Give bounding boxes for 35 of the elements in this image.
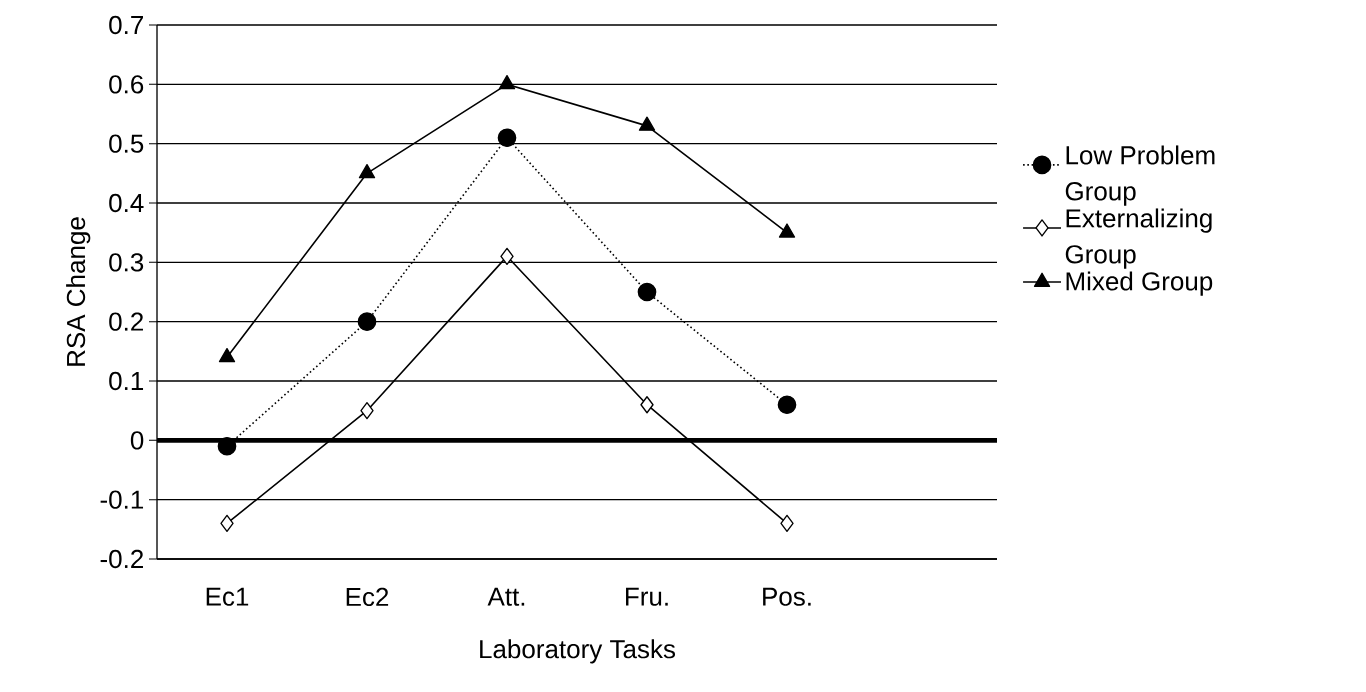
legend-label: Externalizing Group [1065, 208, 1212, 269]
x-tick-label: Fru. [626, 587, 668, 606]
legend-label: Low Problem Group [1065, 145, 1215, 206]
y-tick-label: 0.1 [109, 371, 144, 391]
point [360, 402, 374, 420]
point [637, 282, 657, 302]
y-tick-label: -0.1 [100, 490, 144, 509]
point [500, 247, 514, 266]
y-tick-label: 0.2 [109, 312, 143, 331]
point [780, 514, 794, 533]
x-axis-title: Laboratory Tasks [480, 639, 676, 664]
y-tick-label: 0.7 [109, 15, 143, 35]
point [358, 164, 376, 179]
point [778, 223, 796, 238]
point [497, 128, 517, 148]
y-tick-label: 0 [130, 431, 144, 450]
x-tick-label: Att. [487, 587, 525, 606]
y-tick-label: 0.5 [109, 134, 144, 153]
point [217, 436, 237, 456]
point [640, 396, 654, 414]
y-axis-title: RSA Change [66, 217, 91, 366]
x-tick-label: Ec2 [346, 587, 389, 607]
point [357, 312, 377, 331]
x-tick-label: Ec1 [206, 587, 249, 606]
point [218, 347, 236, 363]
y-tick-label: 0.3 [109, 253, 144, 272]
point [777, 395, 797, 415]
point [638, 116, 656, 131]
point [220, 514, 234, 533]
y-tick-label: 0.6 [109, 75, 144, 94]
y-tick-label: 0.4 [109, 193, 144, 213]
y-tick-label: -0.2 [100, 549, 143, 569]
x-tick-label: Pos. [763, 587, 811, 606]
point [498, 75, 516, 90]
legend-label: Mixed Group [1066, 271, 1213, 296]
